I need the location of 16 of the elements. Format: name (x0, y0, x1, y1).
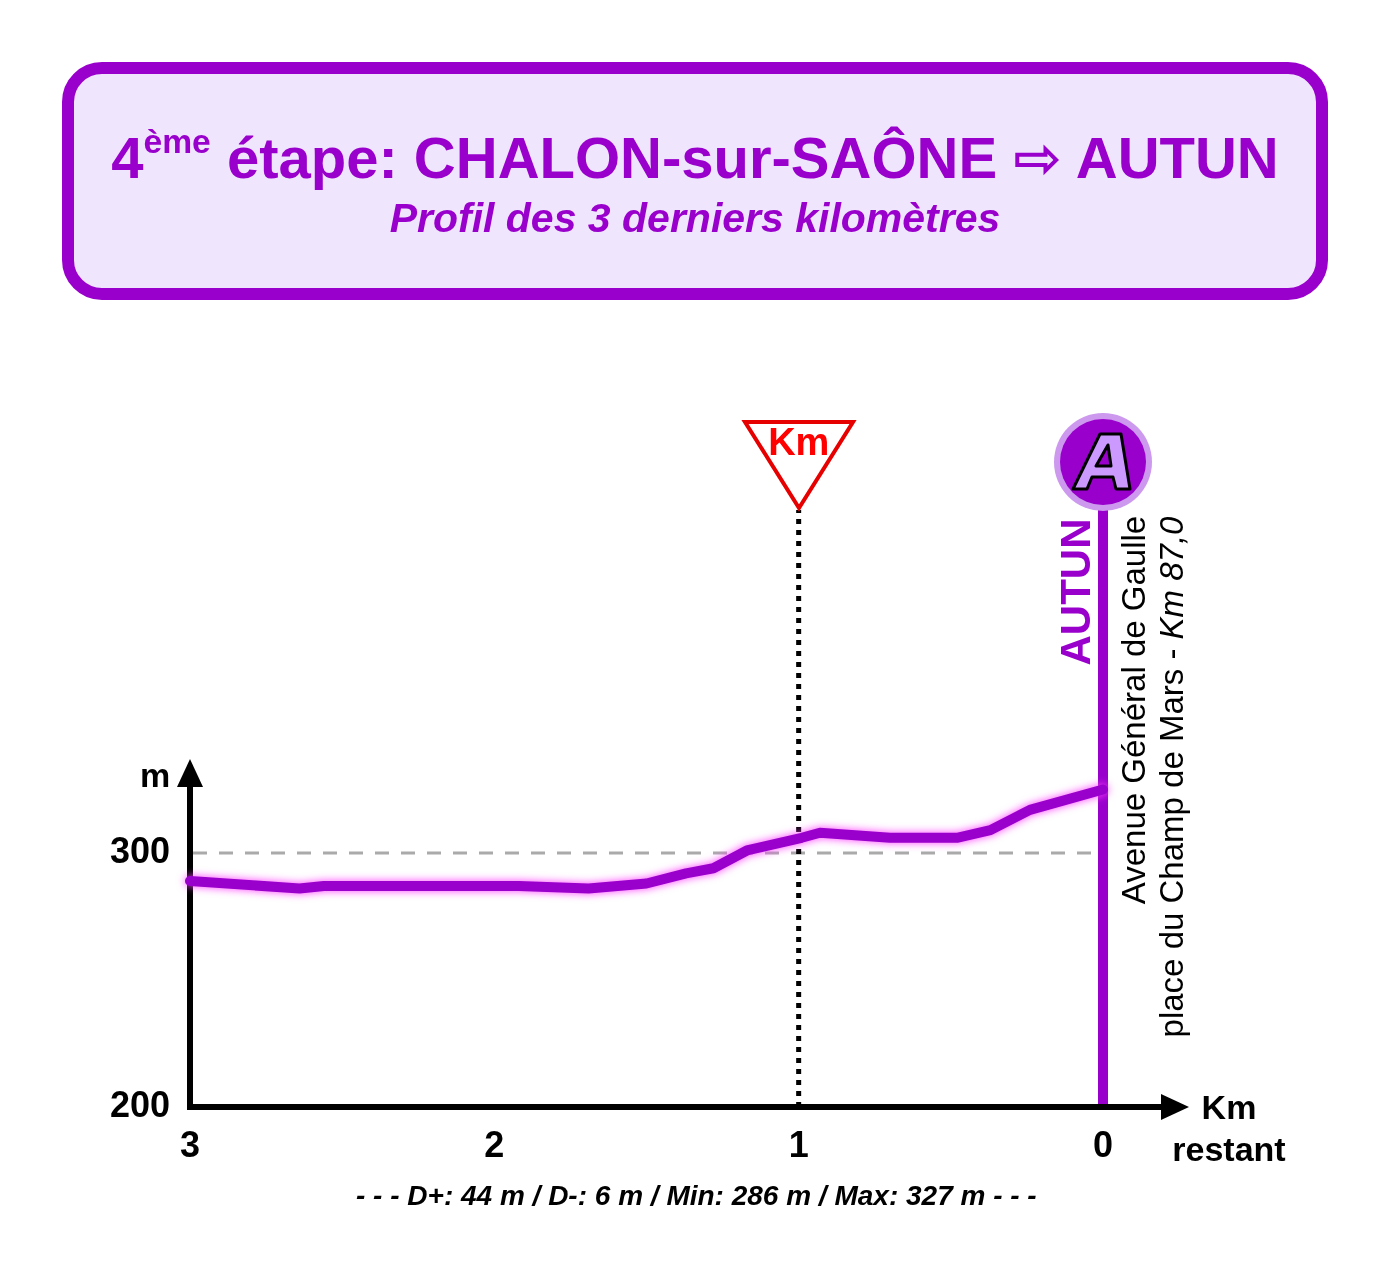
text: place du Champ de Mars - (1152, 648, 1191, 1037)
ref-line-label: Km (768, 421, 830, 463)
ref-line-label: AUTUN (1051, 518, 1099, 665)
text: Avenue Général de Gaulle (1115, 515, 1154, 905)
x-tick-label: 2 (484, 1123, 505, 1165)
chart-subtitle: Profil des 3 derniers kilomètres (388, 194, 1002, 242)
text: Km 87,0 (1152, 516, 1191, 639)
chart-title: 4$^{ème}$ étape: CHALON-sur-SAÔNE ⇨ AUTUN (110, 122, 1280, 192)
x-tick-label: 3 (179, 1123, 201, 1165)
x-tick-label: 0 (1092, 1123, 1114, 1165)
x-axis-title: Km restant (1171, 1087, 1287, 1170)
text: - - - D+: 44 m / D-: 6 m / Min: 286 m / Max: 327 m - - - (356, 1179, 1037, 1213)
y-tick-label: 200 (109, 1083, 170, 1125)
x-tick-label: 1 (788, 1123, 809, 1165)
y-axis-title: m (140, 755, 171, 795)
y-tick-label: 300 (109, 829, 170, 871)
